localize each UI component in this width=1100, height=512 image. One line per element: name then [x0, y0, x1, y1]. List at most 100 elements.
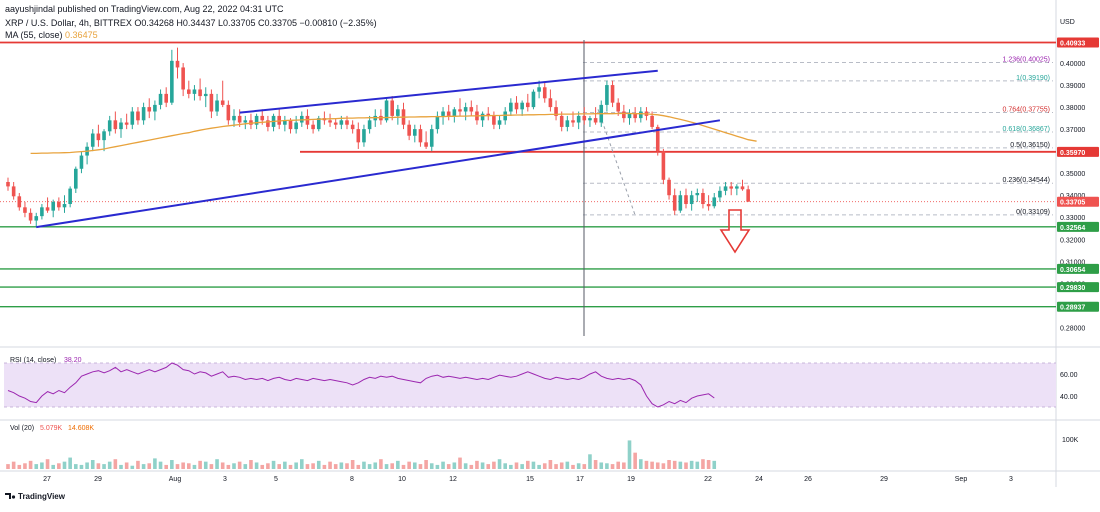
volume-bar: [17, 464, 22, 469]
candle-body: [446, 111, 451, 116]
candle: [531, 89, 536, 110]
candle-body: [492, 115, 496, 125]
volume-bar: [548, 460, 553, 469]
volume-bar: [650, 461, 654, 469]
volume-bar: [175, 464, 180, 469]
candle: [107, 115, 112, 136]
candle: [79, 151, 84, 174]
candle: [277, 109, 281, 130]
volume-bar: [34, 464, 39, 469]
rsi-line: [7, 362, 715, 408]
volume-bar: [712, 460, 717, 469]
candle-body: [531, 91, 536, 108]
candle-body: [537, 87, 541, 92]
volume-bar: [51, 464, 55, 469]
candle: [548, 89, 553, 112]
candle: [740, 179, 745, 191]
rsi-tick-label: 60.00: [1060, 372, 1078, 379]
volume-bar: [102, 464, 106, 469]
candle-body: [237, 115, 242, 123]
volume-bar: [271, 460, 276, 469]
candle: [497, 115, 502, 130]
volume-bar: [396, 460, 400, 469]
volume-bar: [136, 460, 140, 469]
candle-body: [362, 129, 366, 143]
candle: [367, 115, 372, 134]
volume-bar: [45, 459, 50, 469]
candle: [452, 107, 457, 123]
candle: [526, 93, 530, 112]
volume-bar: [288, 464, 293, 469]
symbol-label[interactable]: XRP / U.S. Dollar, 4h, BITTREX: [5, 18, 132, 28]
volume-bar: [322, 464, 327, 469]
volume-bar: [113, 459, 118, 469]
volume-bar: [463, 463, 468, 469]
volume-bar: [333, 464, 338, 469]
candle-body: [746, 189, 750, 202]
volume-bar: [249, 460, 253, 469]
candle: [356, 122, 361, 149]
candle: [435, 111, 440, 134]
tradingview-logo-icon: [5, 493, 16, 499]
ma-legend: MA (55, close) 0.36475: [5, 30, 98, 40]
currency-label: USD: [1060, 19, 1075, 26]
volume-bar: [232, 463, 236, 469]
volume-bar: [559, 462, 564, 469]
volume-bar: [119, 464, 123, 469]
candle: [350, 120, 355, 134]
candle-body: [57, 201, 61, 208]
candle: [446, 104, 451, 121]
ma-label[interactable]: MA (55, close): [5, 30, 63, 40]
fib-level-label: 0(0.33109): [1016, 209, 1050, 216]
y-tick-label: 0.33000: [1060, 215, 1085, 222]
volume-bar: [356, 464, 361, 469]
candle: [68, 186, 72, 208]
tradingview-brand: TradingView: [18, 492, 66, 501]
candle-body: [74, 168, 78, 189]
candle: [413, 124, 417, 143]
volume-bar: [526, 460, 530, 469]
candle: [198, 78, 202, 101]
y-tick-label: 0.37000: [1060, 127, 1085, 134]
candle: [175, 47, 180, 79]
volume-bar: [23, 463, 27, 469]
candle: [514, 96, 519, 114]
candle-body: [497, 120, 502, 125]
volume-bar: [418, 464, 423, 469]
candle-body: [565, 120, 570, 127]
rsi-tick-label: 40.00: [1060, 394, 1078, 401]
volume-bar: [141, 464, 146, 469]
volume-bar: [170, 460, 174, 469]
volume-bar: [542, 463, 547, 469]
candle-body: [192, 89, 197, 94]
y-tick-label: 0.40000: [1060, 61, 1085, 68]
x-tick-label: 29: [880, 476, 888, 483]
volume-bar: [565, 461, 570, 469]
candle: [113, 111, 118, 134]
candle: [119, 118, 123, 138]
volume-bar: [633, 452, 637, 469]
volume-bar: [695, 461, 700, 469]
fib-level-label: 0.5(0.36150): [1010, 142, 1050, 149]
volume-bar: [616, 461, 620, 469]
volume-bar: [6, 464, 10, 469]
volume-bar: [531, 461, 536, 469]
candle-body: [147, 107, 152, 112]
candle: [639, 107, 643, 123]
publisher-line: aayushjindal published on TradingView.co…: [5, 4, 284, 14]
candle: [271, 113, 276, 132]
volume-bar: [582, 464, 587, 469]
volume-bar: [390, 463, 394, 469]
volume-bar: [124, 462, 129, 469]
volume-bar: [593, 460, 598, 469]
candle: [469, 100, 474, 116]
candle-body: [34, 216, 39, 221]
volume-bar: [554, 464, 558, 469]
volume-bar: [339, 462, 344, 469]
y-tick-label: 0.31000: [1060, 259, 1085, 266]
candle-body: [51, 201, 55, 211]
price-tag: [1057, 37, 1099, 48]
candle-body: [384, 100, 389, 121]
